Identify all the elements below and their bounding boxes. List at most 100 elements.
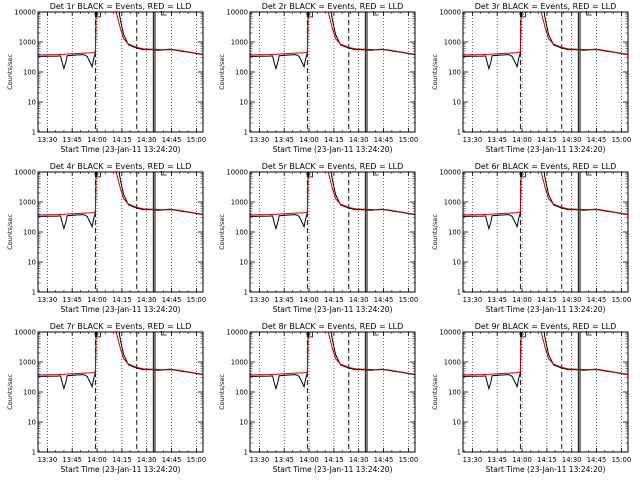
x-tick-label: 13:45 xyxy=(274,296,294,304)
y-tick-label: 10 xyxy=(27,259,36,267)
x-tick-label: 14:15 xyxy=(537,456,557,464)
x-tick-label: 14:45 xyxy=(587,456,607,464)
x-tick-label: 13:45 xyxy=(62,136,82,144)
x-tick-label: 14:00 xyxy=(87,456,107,464)
x-tick-label: 14:00 xyxy=(512,136,532,144)
panel-title: Det 7r BLACK = Events, RED = LLD xyxy=(50,322,192,331)
x-tick-label: 14:30 xyxy=(137,456,157,464)
x-tick-label: 14:30 xyxy=(349,456,369,464)
series-events xyxy=(463,172,628,231)
x-tick-label: 13:30 xyxy=(463,296,483,304)
series-lld xyxy=(250,12,415,56)
x-axis-label: Start Time (23-Jan-11 13:24:20) xyxy=(486,145,606,154)
plot-frame xyxy=(249,11,416,133)
x-tick-label: 14:45 xyxy=(374,456,394,464)
x-tick-label: 14:30 xyxy=(349,296,369,304)
y-tick-label: 1 xyxy=(32,289,36,297)
x-tick-label: 14:45 xyxy=(162,456,182,464)
x-tick-label: 13:45 xyxy=(487,456,507,464)
x-tick-label: 15:00 xyxy=(612,456,632,464)
y-tick-label: 1000 xyxy=(19,359,36,367)
x-axis-label: Start Time (23-Jan-11 13:24:20) xyxy=(486,465,606,474)
x-tick-label: 14:45 xyxy=(587,136,607,144)
x-tick-label: 15:00 xyxy=(187,456,207,464)
panel-det-8r: Det 8r BLACK = Events, RED = LLD Counts/s… xyxy=(218,322,418,474)
x-tick-label: 13:30 xyxy=(463,136,483,144)
y-axis-label: Counts/sec xyxy=(6,214,14,250)
plot-frame xyxy=(37,171,204,293)
x-tick-label: 14:00 xyxy=(87,136,107,144)
series-lld xyxy=(463,12,628,56)
x-tick-label: 14:15 xyxy=(324,456,344,464)
plot-frame xyxy=(249,331,416,453)
x-tick-label: 13:30 xyxy=(38,456,58,464)
y-tick-label: 1000 xyxy=(231,39,248,47)
x-tick-label: 14:45 xyxy=(374,136,394,144)
x-axis-label: Start Time (23-Jan-11 13:24:20) xyxy=(61,305,181,314)
series-events xyxy=(250,332,415,391)
y-tick-label: 1000 xyxy=(444,39,461,47)
x-tick-label: 14:15 xyxy=(537,296,557,304)
y-axis-label: Counts/sec xyxy=(6,54,14,90)
x-tick-label: 13:30 xyxy=(250,456,270,464)
x-tick-label: 15:00 xyxy=(612,136,632,144)
y-tick-label: 10000 xyxy=(14,169,36,177)
x-tick-label: 13:30 xyxy=(250,296,270,304)
series-events xyxy=(38,172,203,231)
y-tick-label: 1 xyxy=(457,289,461,297)
x-axis-label: Start Time (23-Jan-11 13:24:20) xyxy=(61,465,181,474)
x-tick-label: 13:45 xyxy=(62,296,82,304)
series-events xyxy=(250,12,415,71)
panel-title: Det 5r BLACK = Events, RED = LLD xyxy=(262,162,404,171)
plot-frame xyxy=(462,11,629,133)
panel-title: Det 6r BLACK = Events, RED = LLD xyxy=(475,162,617,171)
x-tick-label: 13:30 xyxy=(463,456,483,464)
x-tick-label: 14:00 xyxy=(299,456,319,464)
y-tick-label: 1 xyxy=(32,129,36,137)
series-lld xyxy=(38,172,203,216)
y-axis-label: Counts/sec xyxy=(431,214,439,250)
x-tick-label: 14:45 xyxy=(162,296,182,304)
panel-det-4r: Det 4r BLACK = Events, RED = LLD Counts/s… xyxy=(6,162,206,314)
series-events xyxy=(38,12,203,71)
x-tick-label: 15:00 xyxy=(399,296,419,304)
panel-det-6r: Det 6r BLACK = Events, RED = LLD Counts/s… xyxy=(431,162,631,314)
y-tick-label: 1 xyxy=(244,449,248,457)
y-axis-label: Counts/sec xyxy=(218,54,226,90)
y-tick-label: 1000 xyxy=(444,359,461,367)
x-tick-label: 13:45 xyxy=(274,456,294,464)
y-tick-label: 1 xyxy=(244,289,248,297)
y-tick-label: 1 xyxy=(32,449,36,457)
y-tick-label: 10000 xyxy=(226,169,248,177)
y-tick-label: 10000 xyxy=(439,9,461,17)
y-tick-label: 100 xyxy=(448,69,461,77)
series-lld xyxy=(38,12,203,56)
x-tick-label: 14:00 xyxy=(512,456,532,464)
x-tick-label: 14:00 xyxy=(299,136,319,144)
y-tick-label: 10000 xyxy=(439,169,461,177)
y-tick-label: 100 xyxy=(235,229,248,237)
x-tick-label: 13:30 xyxy=(38,136,58,144)
x-tick-label: 14:30 xyxy=(562,136,582,144)
series-events xyxy=(463,12,628,71)
y-tick-label: 10 xyxy=(239,419,248,427)
series-lld xyxy=(250,172,415,216)
x-tick-label: 14:00 xyxy=(512,296,532,304)
y-tick-label: 10000 xyxy=(14,329,36,337)
x-tick-label: 13:45 xyxy=(62,456,82,464)
plot-frame xyxy=(462,331,629,453)
y-tick-label: 100 xyxy=(235,69,248,77)
x-tick-label: 14:00 xyxy=(87,296,107,304)
y-tick-label: 1000 xyxy=(231,199,248,207)
y-tick-label: 10 xyxy=(452,259,461,267)
x-tick-label: 15:00 xyxy=(187,296,207,304)
panel-title: Det 4r BLACK = Events, RED = LLD xyxy=(50,162,192,171)
y-axis-label: Counts/sec xyxy=(6,374,14,410)
x-tick-label: 14:30 xyxy=(137,296,157,304)
y-axis-label: Counts/sec xyxy=(218,374,226,410)
x-axis-label: Start Time (23-Jan-11 13:24:20) xyxy=(486,305,606,314)
x-tick-label: 14:30 xyxy=(137,136,157,144)
x-tick-label: 14:15 xyxy=(324,296,344,304)
y-tick-label: 1 xyxy=(457,129,461,137)
y-tick-label: 10 xyxy=(239,259,248,267)
